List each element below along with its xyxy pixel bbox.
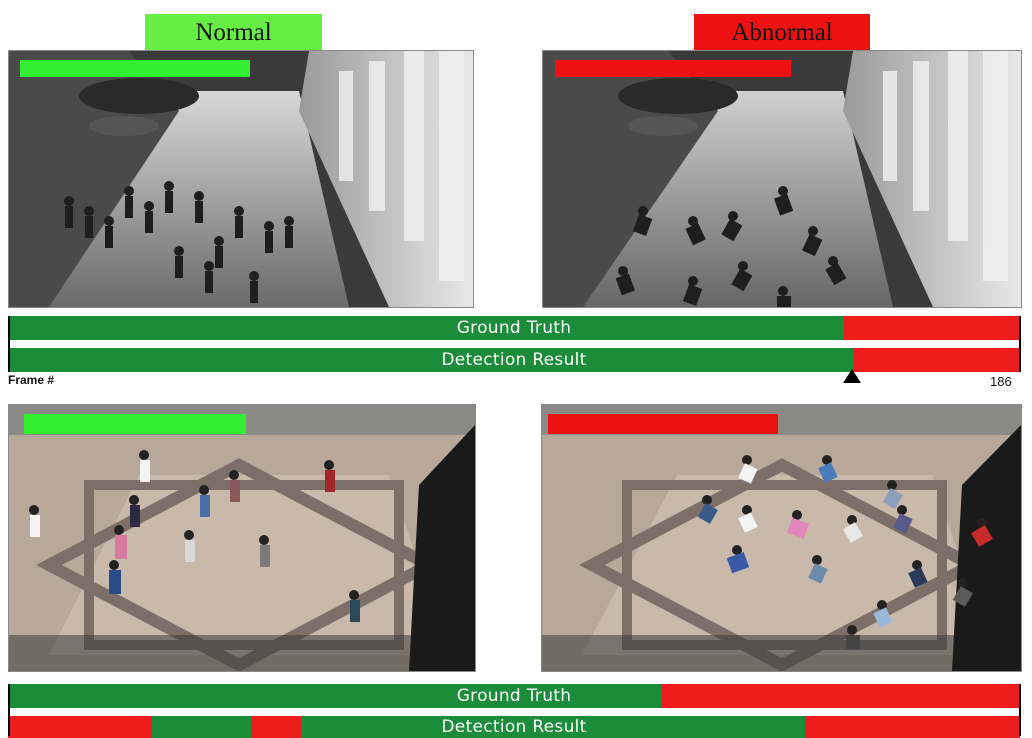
- detection-result-label: Detection Result: [441, 350, 587, 370]
- timeline2-end-line: [1019, 684, 1021, 736]
- det2-segment-2: [151, 716, 251, 738]
- scene2-detection-timeline: Detection Result: [8, 716, 1020, 738]
- timeline2-start-line: [8, 684, 10, 736]
- triangle-up-marker-icon: [843, 369, 861, 383]
- scene1-ground-truth-timeline: Ground Truth: [8, 316, 1020, 340]
- gt1-abnormal-segment: [843, 316, 1020, 340]
- det1-normal-segment: [8, 348, 855, 372]
- det1-abnormal-segment: [854, 348, 1020, 372]
- corridor-normal-image: [9, 51, 473, 307]
- det2-segment-1: [8, 716, 152, 738]
- detection-result-label-2: Detection Result: [441, 717, 587, 737]
- timeline-end-line: [1019, 316, 1021, 372]
- scene1-abnormal-status-bar: [555, 60, 791, 77]
- scene1-normal-status-bar: [20, 60, 250, 77]
- det2-segment-5: [805, 716, 1020, 738]
- gt2-abnormal-segment: [661, 684, 1020, 708]
- frame-number-label: Frame #: [8, 373, 55, 387]
- scene2-ground-truth-timeline: Ground Truth: [8, 684, 1020, 708]
- plaza-normal-image: [9, 405, 475, 671]
- abnormal-label: Abnormal: [694, 14, 870, 52]
- ground-truth-label-2: Ground Truth: [456, 686, 572, 706]
- scene2-normal-frame: [8, 404, 476, 672]
- scene2-abnormal-status-bar: [548, 414, 778, 434]
- scene2-abnormal-frame: [541, 404, 1022, 672]
- plaza-abnormal-image: [542, 405, 1021, 671]
- ground-truth-label: Ground Truth: [456, 318, 572, 338]
- corridor-abnormal-image: [543, 51, 1021, 307]
- det2-segment-4: [301, 716, 806, 738]
- gt1-normal-segment: [8, 316, 844, 340]
- det2-segment-3: [250, 716, 302, 738]
- scene1-normal-frame: [8, 50, 474, 308]
- scene1-abnormal-frame: [542, 50, 1022, 308]
- scene1-detection-timeline: Detection Result: [8, 348, 1020, 372]
- gt2-normal-segment: [8, 684, 662, 708]
- timeline-start-line: [8, 316, 10, 372]
- normal-label: Normal: [145, 14, 322, 52]
- frame-number-value: 186: [990, 374, 1012, 389]
- scene2-normal-status-bar: [24, 414, 246, 434]
